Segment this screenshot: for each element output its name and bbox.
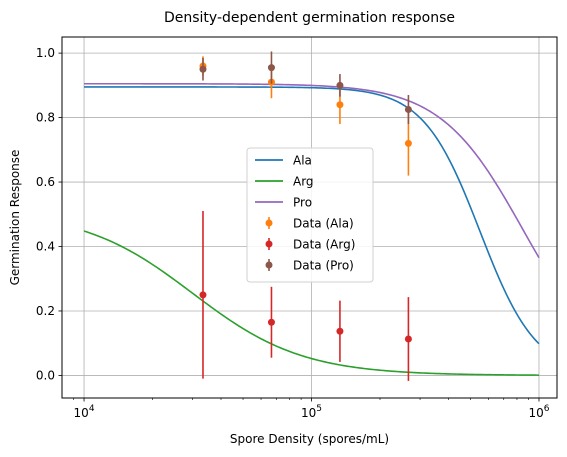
legend-label-pro: Pro: [293, 196, 312, 210]
y-tick-label: 0.2: [36, 304, 55, 318]
legend-marker-data-ala: [265, 219, 273, 227]
curve-arg: [83, 230, 539, 376]
x-tick-label: 105: [301, 404, 322, 420]
plot-frame: [61, 36, 558, 399]
data-points: [199, 51, 412, 381]
data-arg-point: [199, 291, 207, 299]
y-tick-label: 1.0: [36, 46, 55, 60]
data-pro-point: [404, 106, 412, 114]
legend-marker-data-pro: [265, 261, 273, 269]
legend-label-data-ala: Data (Ala): [293, 217, 354, 231]
data-ala-point: [404, 139, 412, 147]
y-tick-label: 0.6: [36, 175, 55, 189]
data-arg-point: [336, 327, 344, 335]
y-tick-label: 0.0: [36, 368, 55, 382]
data-pro-point: [336, 81, 344, 89]
data-ala-point: [336, 101, 344, 109]
chart-title: Density-dependent germination response: [164, 10, 455, 26]
curve-pro: [84, 82, 540, 259]
legend: Ala Arg Pro Data (Ala) Data (Arg) Data (Pro): [246, 147, 374, 283]
data-arg-point: [267, 318, 275, 326]
y-tick-label: 0.4: [36, 240, 55, 254]
legend-label-data-pro: Data (Pro): [293, 259, 354, 273]
x-axis-label: Spore Density (spores/mL): [230, 432, 389, 446]
curves: [83, 82, 540, 376]
x-tick-label: 104: [74, 404, 95, 420]
y-axis-label: Germination Response: [8, 150, 22, 286]
x-axis: 104 105 106: [73, 398, 550, 420]
x-tick-label: 106: [528, 404, 549, 420]
legend-label-arg: Arg: [293, 175, 314, 189]
data-arg-point: [404, 335, 412, 343]
curve-ala: [84, 86, 540, 345]
data-pro-point: [267, 64, 275, 72]
y-tick-label: 0.8: [36, 111, 55, 125]
data-pro-point: [199, 65, 207, 73]
legend-label-data-arg: Data (Arg): [293, 238, 355, 252]
legend-label-ala: Ala: [293, 154, 312, 168]
y-axis: 0.0 0.2 0.4 0.6 0.8 1.0: [36, 46, 62, 382]
legend-marker-data-arg: [265, 240, 273, 248]
